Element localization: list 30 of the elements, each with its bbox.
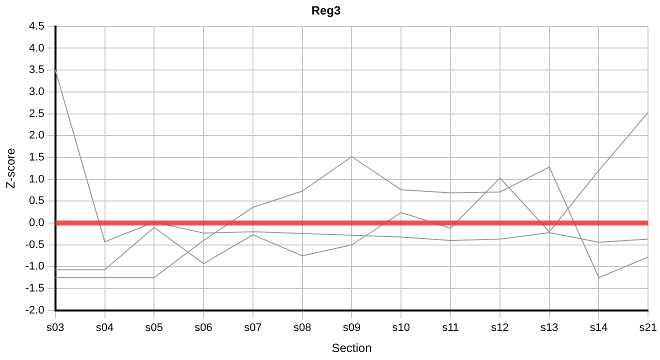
y-tick-label: -0.5 — [25, 238, 44, 251]
x-tick-label: s05 — [145, 322, 164, 334]
x-tick-label: s11 — [442, 322, 459, 334]
x-tick-label: s04 — [96, 322, 114, 334]
y-tick-label: 3.5 — [29, 64, 44, 76]
x-tick-label: s06 — [194, 322, 212, 334]
x-tick-label: s03 — [46, 322, 64, 334]
y-tick-label: -1.0 — [25, 260, 44, 273]
x-tick-label: s08 — [293, 322, 312, 334]
x-tick-label: s13 — [540, 322, 558, 334]
y-tick-label: -1.5 — [25, 282, 44, 295]
y-tick-label: 2.5 — [29, 108, 44, 120]
y-tick-label: 0.5 — [29, 195, 44, 208]
y-tick-label: 2.0 — [29, 130, 44, 142]
chart-title: Reg3 — [311, 4, 341, 18]
y-axis-title: Z-score — [4, 148, 18, 189]
x-tick-label: s14 — [590, 322, 608, 334]
y-tick-label: 4.5 — [29, 20, 44, 32]
x-tick-label: s21 — [639, 322, 658, 334]
y-tick-label: -2.0 — [25, 304, 44, 316]
x-axis-title: Section — [332, 341, 372, 356]
x-tick-label: s10 — [392, 322, 410, 334]
y-tick-label: 0.0 — [29, 217, 44, 230]
x-tick-label: s09 — [342, 322, 361, 334]
x-tick-label: s07 — [244, 322, 262, 334]
y-tick-label: 1.5 — [29, 152, 44, 164]
y-tick-label: 1.0 — [29, 173, 44, 186]
y-tick-label: 3.0 — [29, 86, 44, 98]
y-tick-label: 4.0 — [29, 42, 44, 54]
x-tick-label: s12 — [491, 322, 509, 334]
